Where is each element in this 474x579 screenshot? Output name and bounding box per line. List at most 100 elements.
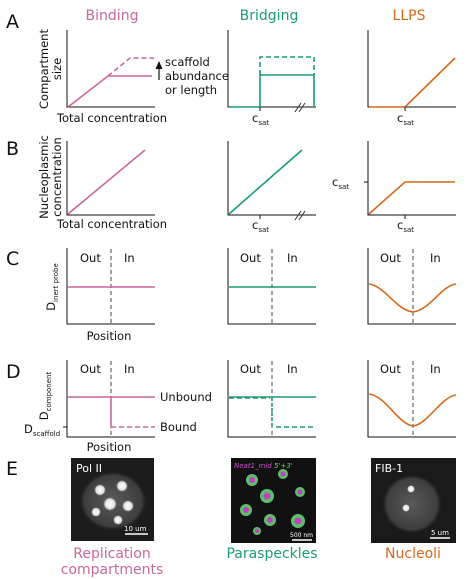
panel-label-b: B [6, 138, 19, 160]
focus-5 [91, 507, 101, 517]
focus-3 [103, 497, 117, 511]
c-bridging-out: Out [240, 251, 261, 265]
d-llps-curve [368, 393, 457, 427]
micrograph-fib-1: FIB-1 5 um [371, 458, 456, 543]
fib-1-label: FIB-1 [375, 462, 403, 475]
nucleolus-2 [402, 504, 410, 512]
panel-b-bridging: csat [227, 141, 316, 234]
d-bridging-axes [227, 360, 316, 438]
b-xlabel: Total concentration [56, 217, 167, 231]
b-binding-axes [66, 141, 155, 216]
d-bound-label: Bound [160, 420, 197, 434]
a-up-arrow [155, 61, 163, 80]
c-llps-axes [367, 248, 456, 325]
a-note-line3: or length [165, 83, 217, 97]
d-llps-axes [367, 360, 456, 438]
c-binding-out: Out [80, 251, 101, 265]
d-ylabel: Dcomponent [37, 372, 53, 421]
a-bridging-dashed-curve [259, 56, 315, 75]
caption-nucleoli: Nucleoli [385, 546, 441, 562]
panel-label-e: E [6, 458, 18, 480]
focus-1 [94, 484, 106, 496]
panel-a-binding: Compartment size Total concentration sca… [37, 29, 229, 125]
d-binding-in: In [124, 362, 135, 376]
d-xlabel: Position [87, 440, 132, 454]
a-binding-axes [66, 30, 155, 108]
paraspeckle-label: Neat1_mid 5'+3' [234, 462, 293, 470]
pol-ii-scale-text: 10 um [124, 525, 147, 533]
paraspeckle-scale-text: 500 nm [290, 532, 313, 539]
column-title-bridging: Bridging [240, 8, 299, 24]
d-bridging-in: In [287, 362, 298, 376]
c-llps-in: In [430, 251, 441, 265]
pol-ii-label: Pol II [76, 462, 102, 475]
d-dscaffold-label: Dscaffold [24, 422, 60, 438]
a-llps-curve [369, 57, 456, 108]
c-bridging-axes [227, 248, 316, 325]
panel-c-binding: Dinert probe Out In Position [44, 248, 155, 343]
b-llps-csat-x: csat [397, 218, 414, 234]
d-unbound-label: Unbound [160, 390, 212, 404]
panel-c-bridging: Out In [227, 248, 316, 325]
c-xlabel: Position [87, 329, 132, 343]
a-binding-dashed-curve [107, 57, 154, 77]
c-bridging-in: In [287, 251, 298, 265]
a-llps-csat: csat [397, 111, 414, 127]
panel-label-c: C [6, 248, 19, 270]
focus-6 [113, 515, 123, 525]
b-bridging-axis-break [294, 210, 306, 221]
c-binding-axes [66, 248, 155, 325]
a-binding-curve [67, 75, 152, 108]
d-binding-axes [66, 360, 155, 438]
a-bridging-curve [229, 74, 315, 108]
a-ylabel-line2: size [50, 58, 64, 80]
a-bridging-axis-break [294, 102, 306, 113]
micrograph-pol-ii: Pol II 10 um [71, 458, 154, 541]
paraspeckle-clusters [240, 469, 305, 535]
nucleolus-1 [407, 485, 415, 493]
d-bridging-out: Out [240, 362, 261, 376]
d-llps-out: Out [380, 362, 401, 376]
b-llps-axes [367, 141, 456, 216]
panel-a-bridging: csat [227, 30, 316, 127]
a-xlabel: Total concentration [56, 111, 167, 125]
b-llps-csat-y: csat [332, 175, 349, 191]
focus-2 [116, 480, 128, 492]
a-note-line2: abundance [165, 69, 229, 83]
micrograph-paraspeckles: Neat1_mid 5'+3' 500 nm [231, 458, 316, 543]
d-llps-in: In [430, 362, 441, 376]
fib-1-scale-text: 5 um [431, 529, 449, 537]
c-binding-in: In [124, 251, 135, 265]
a-llps-axes [367, 30, 456, 108]
caption-replication-line1: Replication [73, 546, 150, 562]
b-ylabel-line2: concentration [50, 137, 64, 217]
c-llps-out: Out [380, 251, 401, 265]
panel-c-llps: Out In [367, 248, 457, 325]
a-bridging-csat: csat [252, 111, 269, 127]
panel-d-llps: Out In [367, 360, 457, 438]
c-llps-curve [368, 283, 457, 313]
column-title-binding: Binding [86, 8, 139, 24]
panel-d-bridging: Out In [227, 360, 316, 438]
b-bridging-axes [227, 141, 316, 216]
panel-d-binding: Dcomponent Dscaffold Out In Unbound Boun… [24, 360, 212, 454]
a-bridging-axes [227, 30, 316, 108]
panel-label-a: A [6, 11, 19, 33]
panel-label-d: D [6, 361, 21, 383]
panel-b-binding: Nucleoplasmic concentration Total concen… [37, 135, 167, 231]
panel-a-llps: csat [367, 30, 456, 127]
b-ylabel-line1: Nucleoplasmic [37, 135, 51, 219]
d-binding-out: Out [80, 362, 101, 376]
c-ylabel: Dinert probe [44, 263, 60, 311]
b-bridging-csat: csat [252, 218, 269, 234]
caption-paraspeckles: Paraspeckles [226, 546, 317, 562]
b-bridging-curve [228, 149, 303, 215]
b-llps-curve [368, 181, 455, 215]
panel-b-llps: csat csat [332, 141, 456, 234]
a-ylabel-line1: Compartment [37, 29, 51, 109]
a-note-line1: scaffold [165, 55, 210, 69]
caption-replication-line2: compartments [61, 562, 164, 578]
b-binding-curve [67, 149, 146, 215]
focus-4 [122, 500, 134, 512]
